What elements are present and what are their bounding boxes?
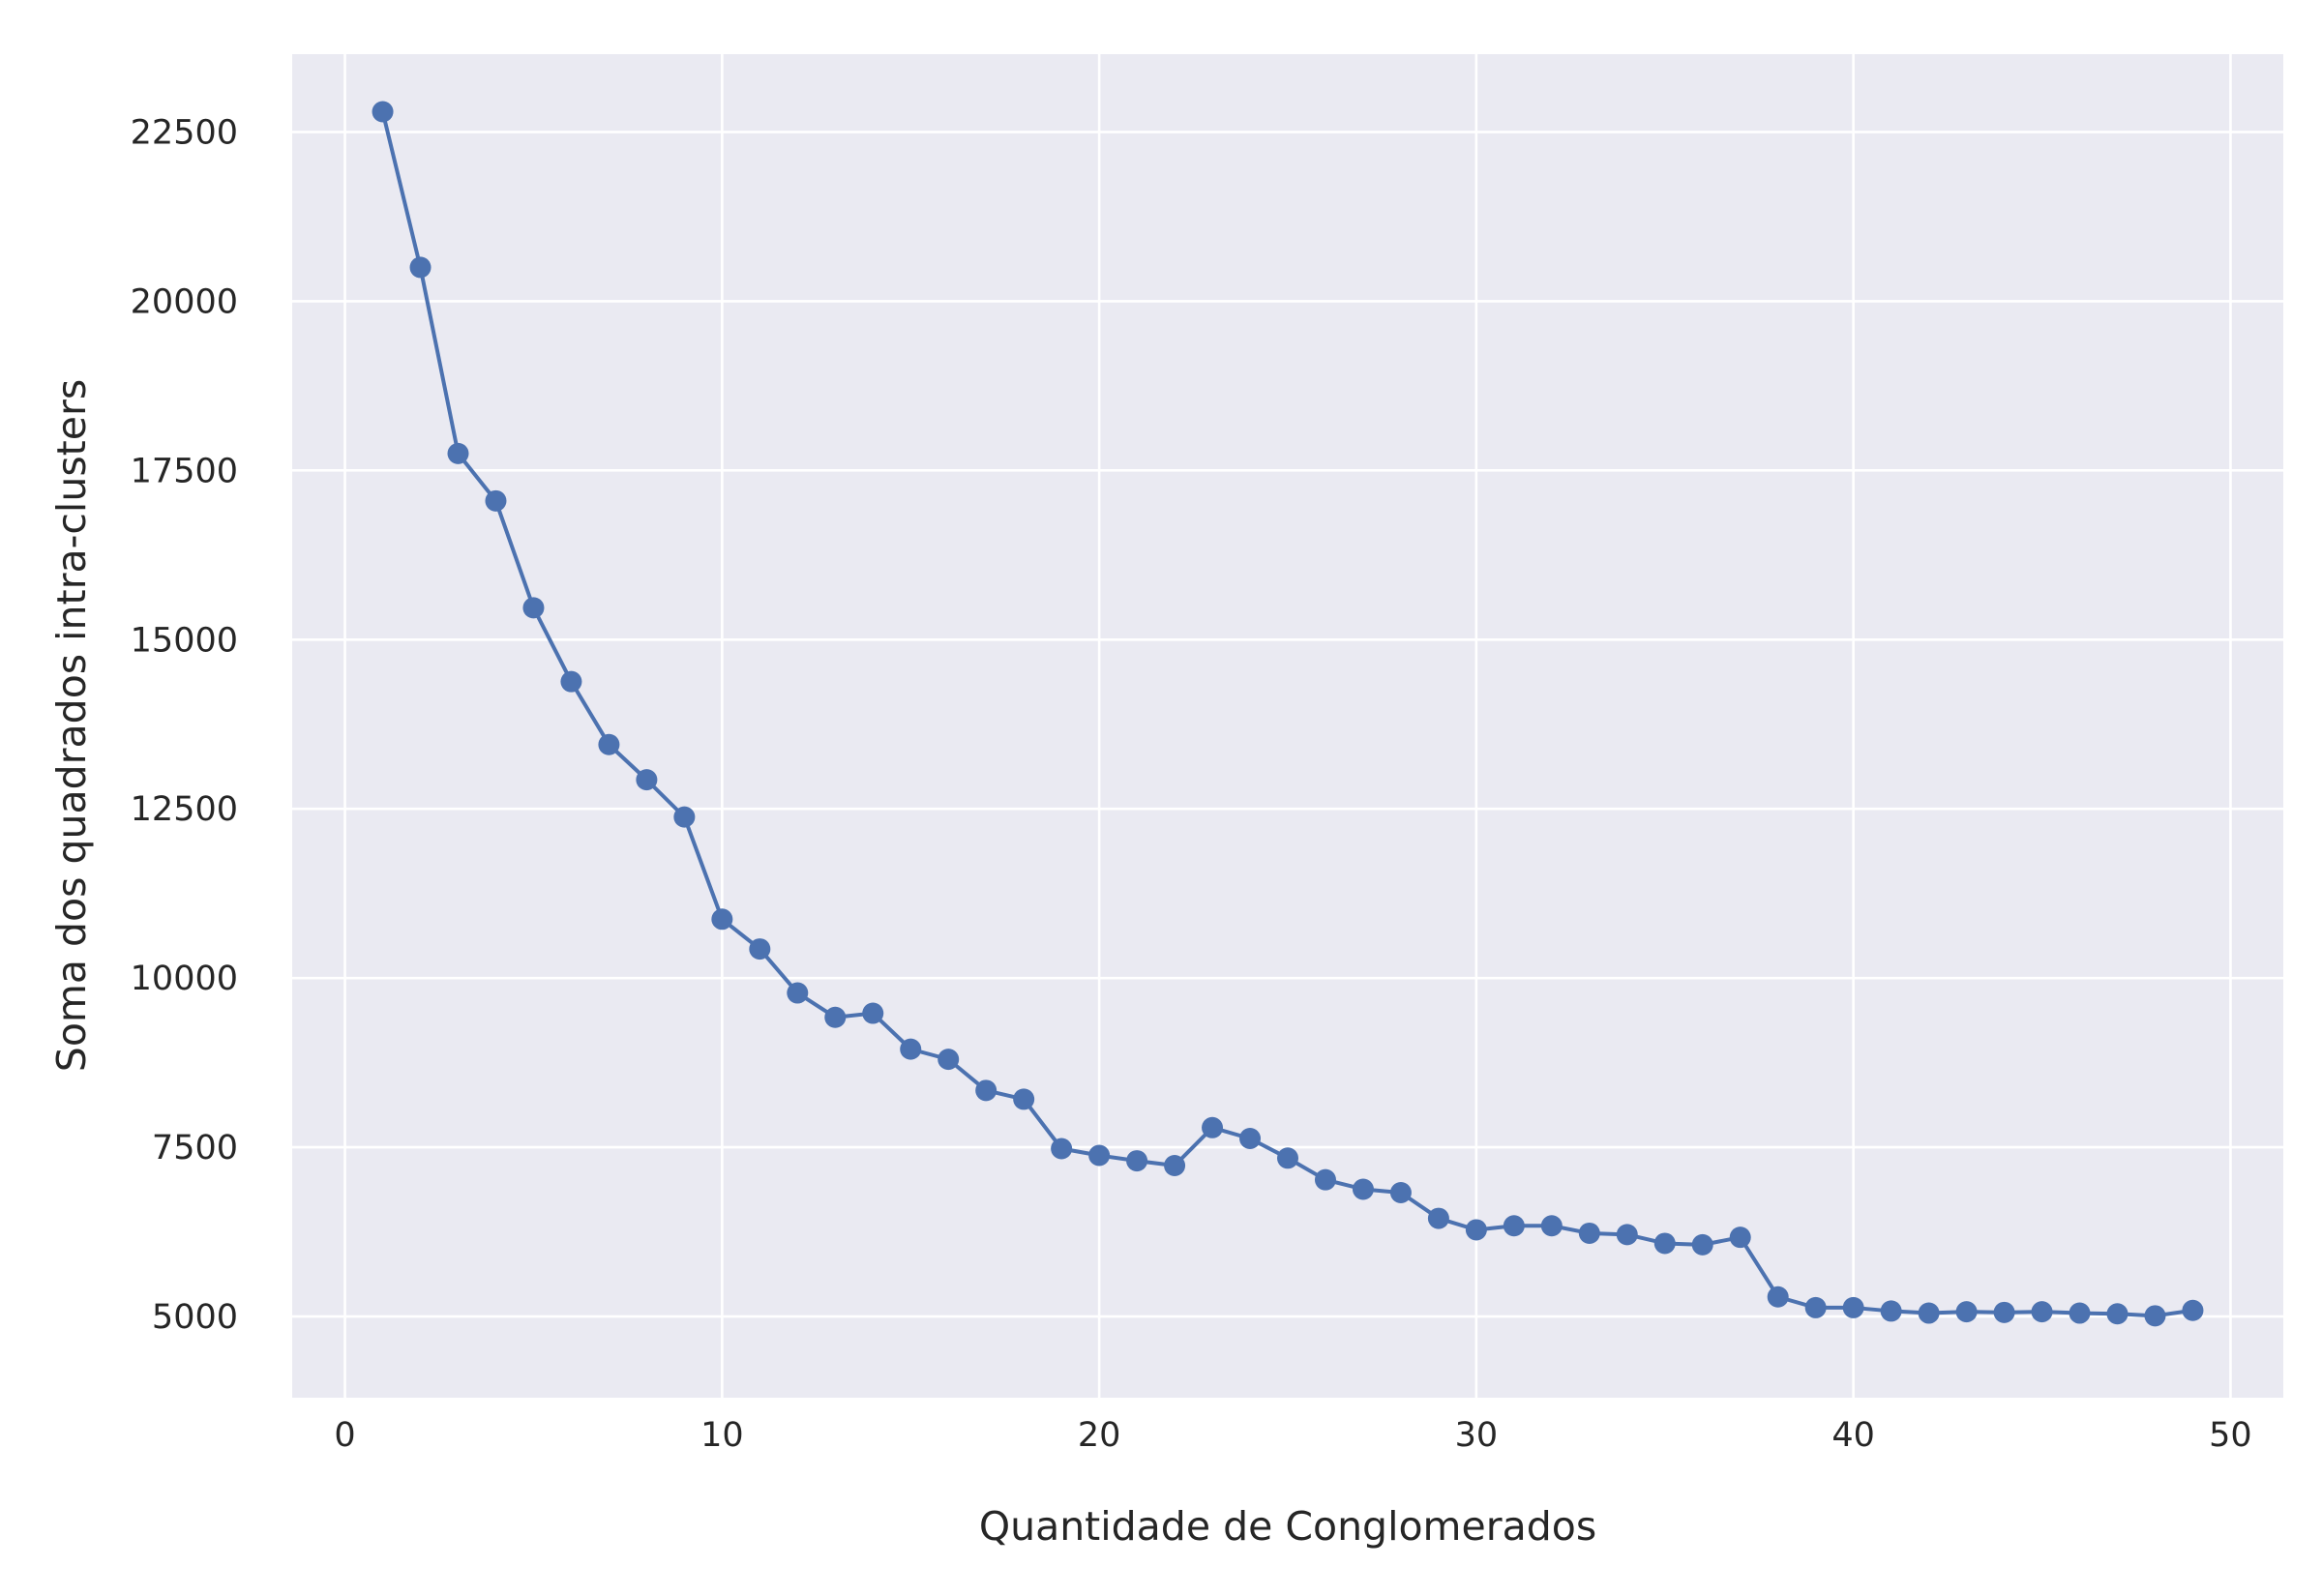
data-point (1691, 1233, 1713, 1256)
data-point (1880, 1300, 1902, 1322)
data-point (1277, 1147, 1298, 1169)
y-tick-label: 22500 (131, 113, 238, 152)
data-point (1918, 1302, 1940, 1324)
y-tick-label: 17500 (131, 452, 238, 490)
x-axis-label: Quantidade de Conglomerados (979, 1503, 1596, 1550)
data-point (1955, 1301, 1978, 1323)
data-point (447, 442, 469, 464)
data-point (1314, 1168, 1336, 1191)
data-point (1993, 1301, 2015, 1323)
data-point (1767, 1286, 1789, 1308)
data-point (862, 1002, 884, 1024)
x-tick-label: 30 (1455, 1416, 1499, 1455)
grid-lines (292, 54, 2283, 1398)
data-point (1503, 1215, 1525, 1237)
y-tick-label: 20000 (131, 282, 238, 321)
data-point (1578, 1222, 1600, 1244)
y-tick-label: 15000 (131, 621, 238, 660)
data-point (2031, 1301, 2053, 1323)
data-point (1013, 1088, 1035, 1110)
data-point (938, 1049, 960, 1071)
data-point (2182, 1299, 2204, 1321)
data-point (1051, 1138, 1073, 1160)
data-point (2069, 1302, 2091, 1324)
y-tick-label: 7500 (152, 1129, 238, 1167)
data-point (1729, 1227, 1751, 1249)
data-point (560, 670, 582, 693)
data-point (1616, 1224, 1638, 1246)
data-point (824, 1006, 847, 1028)
data-point (1126, 1150, 1148, 1172)
data-point (1088, 1144, 1111, 1167)
data-point (1653, 1232, 1676, 1255)
data-point (975, 1079, 997, 1102)
data-point (1842, 1296, 1864, 1318)
data-point (711, 908, 733, 931)
data-point (900, 1038, 922, 1060)
data-point (1164, 1154, 1186, 1176)
data-point (673, 806, 696, 828)
x-tick-label: 50 (2209, 1416, 2252, 1455)
y-axis-label: Soma dos quadrados intra-clusters (48, 379, 95, 1072)
x-tick-label: 0 (334, 1416, 355, 1455)
y-tick-label: 12500 (131, 790, 238, 829)
x-tick-label: 40 (1831, 1416, 1875, 1455)
data-point (1804, 1296, 1827, 1318)
x-tick-label: 10 (700, 1416, 744, 1455)
data-point (1427, 1207, 1449, 1229)
data-point (749, 938, 771, 961)
data-point (485, 489, 507, 512)
data-point (522, 597, 545, 619)
data-point (787, 982, 809, 1004)
data-point (1540, 1215, 1563, 1237)
y-tick-labels: 5000 7500 10000 12500 15000 17500 20000 22500 (131, 113, 238, 1337)
data-point (1389, 1181, 1412, 1203)
data-point (1465, 1219, 1487, 1241)
x-tick-label: 20 (1078, 1416, 1121, 1455)
series-group (372, 101, 2204, 1327)
data-point (2106, 1303, 2128, 1325)
x-tick-labels: 0 10 20 30 40 50 (334, 1416, 2251, 1455)
plot-background (292, 54, 2283, 1398)
y-tick-label: 10000 (131, 960, 238, 998)
data-point (1239, 1127, 1262, 1149)
data-point (2144, 1305, 2166, 1327)
y-tick-label: 5000 (152, 1298, 238, 1337)
data-point (409, 256, 432, 279)
data-point (598, 733, 620, 755)
data-point (1202, 1116, 1224, 1138)
data-point (372, 101, 394, 123)
data-point (636, 769, 658, 791)
data-point (1352, 1178, 1374, 1200)
